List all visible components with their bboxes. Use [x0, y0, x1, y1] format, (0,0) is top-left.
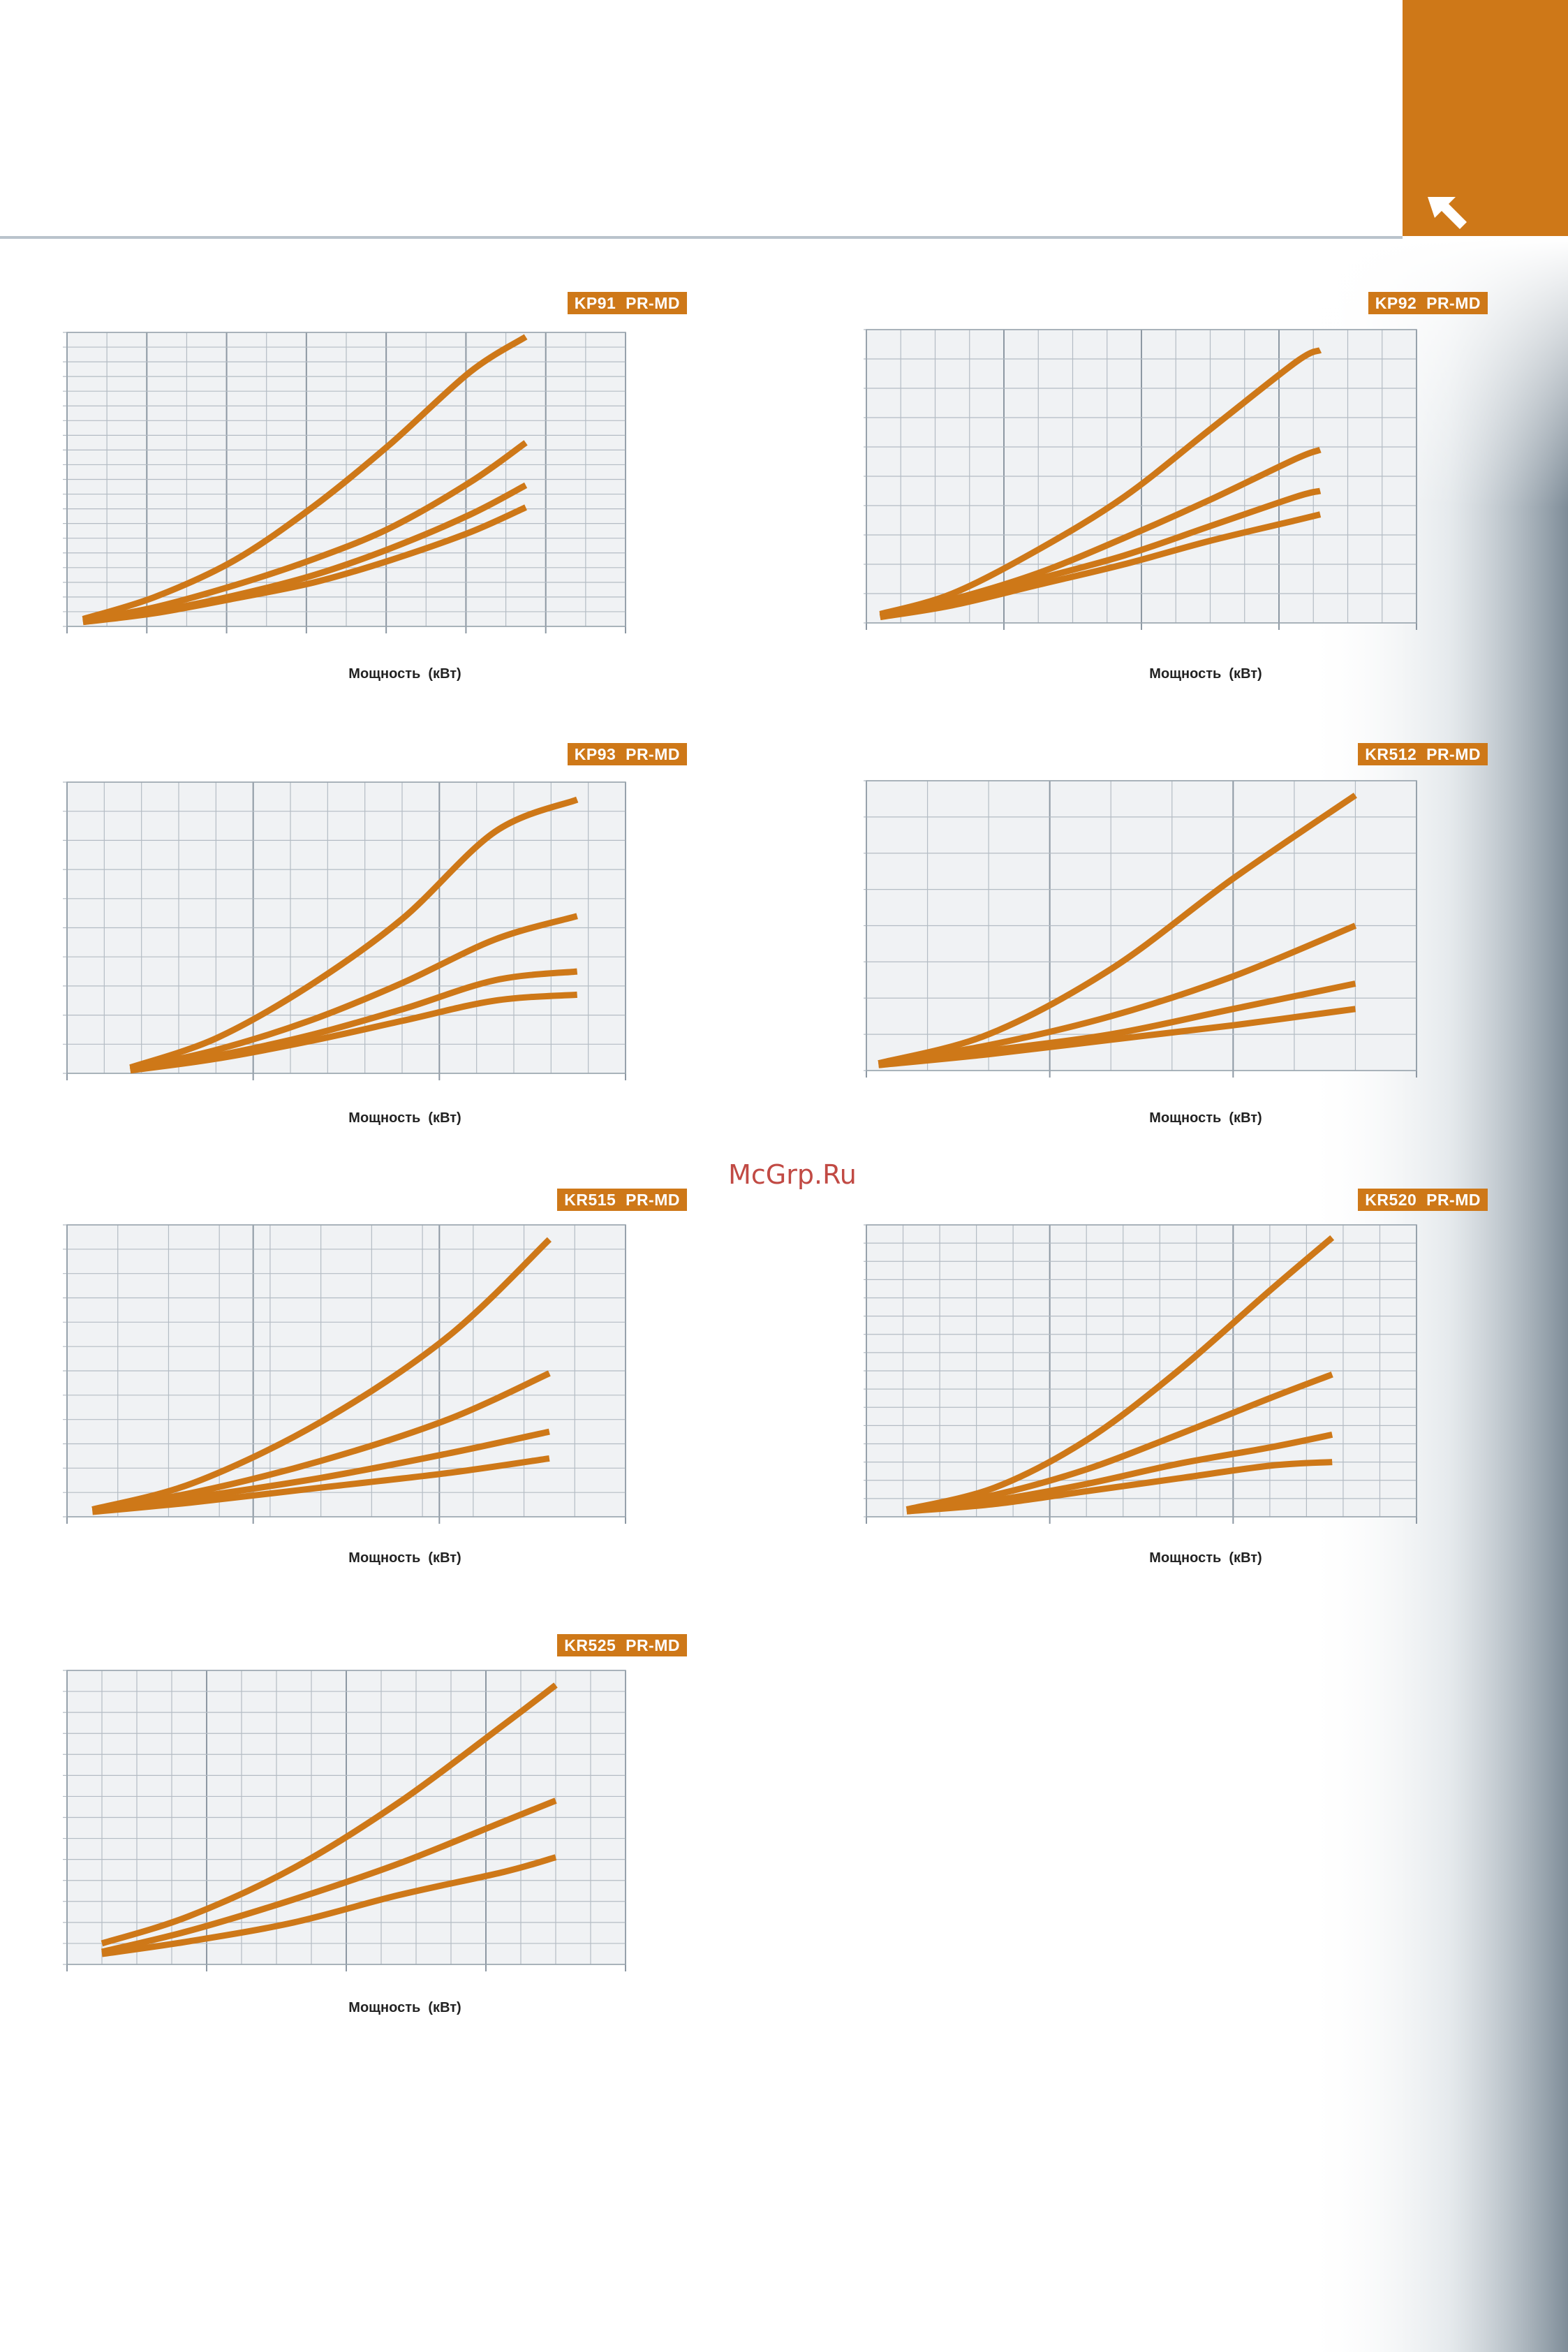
series-line-1 — [879, 347, 1322, 617]
chart-panel-kp93: KP93 PR-MD Мощность (кВт) — [63, 743, 705, 1162]
series-line-2 — [101, 1798, 557, 1955]
series-line-2 — [82, 440, 528, 624]
series-line-2 — [878, 923, 1357, 1067]
plot-frame — [66, 1670, 626, 1965]
plot-frame — [66, 332, 626, 627]
series-line-4 — [130, 991, 578, 1074]
series-line-3 — [101, 1854, 557, 1957]
chart-kp93 — [63, 781, 626, 1080]
series-line-4 — [906, 1459, 1333, 1515]
chart-title: KP93 PR-MD — [567, 743, 687, 765]
chart-title: KP91 PR-MD — [567, 292, 687, 314]
chart-kp92 — [864, 329, 1417, 630]
chart-panel-kp92: KP92 PR-MD Мощность (кВт) — [864, 292, 1506, 711]
series-line-1 — [91, 1237, 552, 1513]
plot-frame — [866, 1224, 1417, 1517]
series-line-4 — [82, 504, 527, 626]
x-axis-label: Мощность (кВт) — [348, 1110, 461, 1126]
header-divider — [0, 236, 1403, 239]
series-line-4 — [878, 1006, 1356, 1068]
x-axis-label: Мощность (кВт) — [1149, 1110, 1262, 1126]
chart-title: KR520 PR-MD — [1358, 1189, 1488, 1211]
x-axis-label: Мощность (кВт) — [348, 666, 461, 682]
chart-title: KR515 PR-MD — [557, 1189, 687, 1211]
series-line-2 — [906, 1371, 1333, 1513]
chart-panel-kr525: KR525 PR-MD Мощность (кВт) — [63, 1634, 705, 2053]
plot-frame — [66, 781, 626, 1074]
chart-kp91 — [63, 332, 626, 633]
x-axis-label: Мощность (кВт) — [1149, 666, 1262, 682]
series-line-4 — [91, 1455, 550, 1515]
chart-panel-kr515: KR515 PR-MD Мощность (кВт) — [63, 1189, 705, 1608]
x-axis-label: Мощность (кВт) — [348, 1550, 461, 1566]
series-line-1 — [905, 1235, 1335, 1513]
series-line-1 — [129, 796, 579, 1071]
chart-title: KR512 PR-MD — [1358, 743, 1488, 765]
series-line-1 — [878, 793, 1357, 1066]
chart-kr525 — [63, 1670, 626, 1971]
plot-frame — [866, 780, 1417, 1071]
series-line-2 — [129, 913, 578, 1073]
chart-kr512 — [864, 780, 1417, 1078]
chart-kr520 — [864, 1224, 1417, 1524]
arrow-up-left-icon — [1428, 197, 1467, 229]
x-axis-label: Мощность (кВт) — [348, 2000, 461, 2015]
series-line-1 — [82, 334, 528, 622]
chart-panel-kr520: KR520 PR-MD Мощность (кВт) — [864, 1189, 1506, 1608]
chart-title: KP92 PR-MD — [1368, 292, 1488, 314]
chart-panel-kr512: KR512 PR-MD Мощность (кВт) — [864, 743, 1506, 1162]
plot-frame — [66, 1224, 626, 1517]
corner-brand-block — [1403, 0, 1568, 236]
chart-title: KR525 PR-MD — [557, 1634, 687, 1656]
series-line-3 — [91, 1428, 550, 1514]
series-line-4 — [879, 511, 1322, 621]
series-line-1 — [101, 1682, 558, 1947]
watermark: McGrp.Ru — [728, 1159, 857, 1190]
chart-panel-kp91: KP91 PR-MD Мощность (кВт) — [63, 292, 705, 711]
plot-frame — [866, 329, 1417, 624]
chart-kr515 — [63, 1224, 626, 1524]
x-axis-label: Мощность (кВт) — [1149, 1550, 1262, 1566]
